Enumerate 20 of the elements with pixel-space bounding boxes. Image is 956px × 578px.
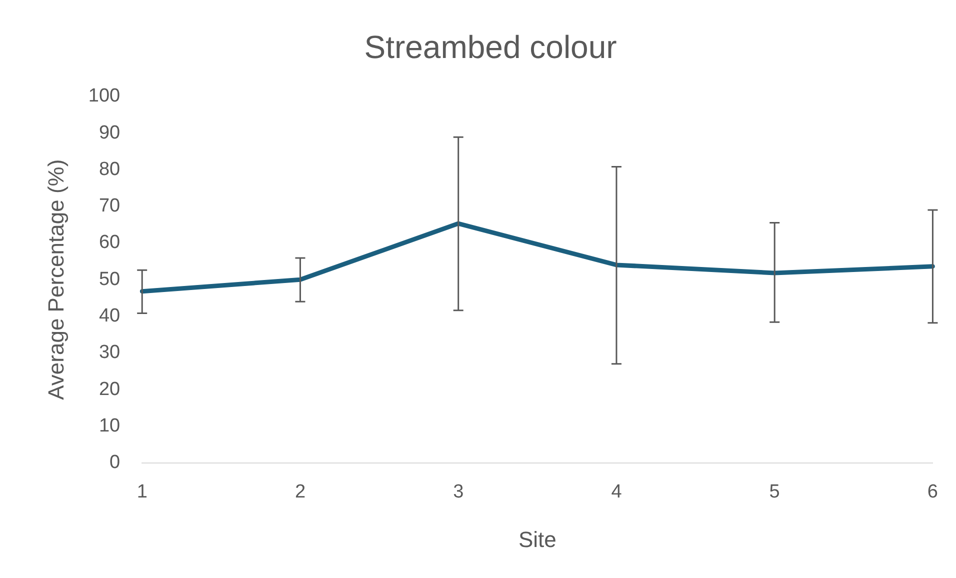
x-tick-label: 6: [927, 481, 938, 502]
y-tick-label: 100: [88, 86, 120, 107]
y-tick-label: 60: [98, 232, 120, 254]
x-tick-label: 1: [136, 481, 148, 502]
x-tick-label: 3: [453, 481, 464, 502]
x-axis-title: Site: [518, 526, 556, 552]
y-tick-label: 20: [98, 378, 120, 400]
x-tick-label: 5: [769, 481, 780, 502]
y-tick-label: 90: [98, 122, 120, 144]
x-tick-label: 4: [611, 481, 622, 502]
y-tick-label: 40: [98, 305, 120, 326]
y-tick-label: 80: [98, 158, 120, 180]
y-axis-title: Average Percentage (%): [43, 159, 68, 400]
y-tick-label: 50: [98, 268, 120, 290]
y-tick-label: 0: [110, 452, 120, 474]
y-tick-label: 10: [98, 415, 120, 436]
chart-title: Streambed colour: [364, 29, 618, 66]
y-tick-label: 70: [98, 196, 120, 217]
x-tick-label: 2: [294, 481, 306, 502]
y-tick-label: 30: [98, 342, 120, 364]
